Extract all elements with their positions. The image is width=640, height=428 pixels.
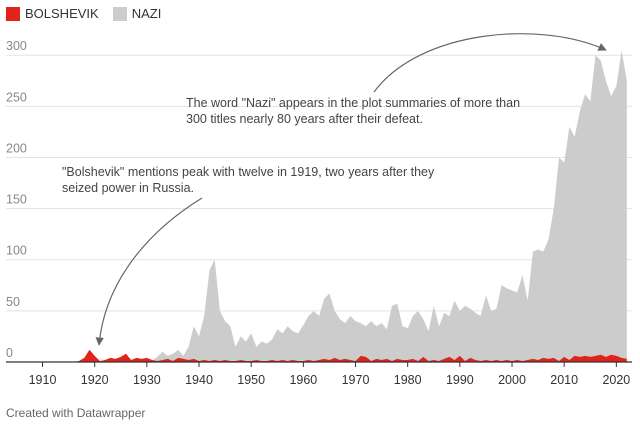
y-tick-label-0: 0 (6, 346, 13, 360)
x-tick-label-1970: 1970 (342, 373, 370, 387)
nazi-annotation-line-2: 300 titles nearly 80 years after their d… (186, 112, 423, 126)
footer-credit: Created with Datawrapper (6, 406, 146, 420)
x-tick-label-1910: 1910 (29, 373, 57, 387)
bolshevik-annotation: "Bolshevik" mentions peak with twelve in… (62, 164, 434, 196)
bolshevik-annotation-line-2: seized power in Russia. (62, 181, 195, 195)
y-tick-label-50: 50 (6, 295, 20, 309)
y-tick-label-300: 300 (6, 39, 27, 53)
legend-swatch-bolshevik (6, 6, 20, 21)
x-tick-label-1960: 1960 (289, 373, 317, 387)
area-series-nazi (6, 50, 627, 362)
x-tick-label-2020: 2020 (602, 373, 630, 387)
nazi-annotation-arrow (373, 33, 607, 93)
bolshevik-annotation-arrow (95, 197, 203, 346)
x-tick-label-1980: 1980 (394, 373, 422, 387)
legend-label-nazi: NAZI (131, 6, 162, 21)
x-tick-label-1940: 1940 (185, 373, 213, 387)
y-tick-label-150: 150 (6, 193, 27, 207)
x-tick-label-1920: 1920 (81, 373, 109, 387)
legend: BOLSHEVIK NAZI (6, 6, 175, 21)
x-tick-label-2010: 2010 (550, 373, 578, 387)
nazi-annotation-line-1: The word "Nazi" appears in the plot summ… (186, 96, 521, 110)
legend-swatch-nazi (112, 6, 127, 21)
x-tick-label-1930: 1930 (133, 373, 161, 387)
y-tick-label-100: 100 (6, 244, 27, 258)
nazi-annotation: The word "Nazi" appears in the plot summ… (186, 95, 520, 127)
legend-item-nazi: NAZI (112, 6, 162, 21)
y-tick-label-200: 200 (6, 141, 27, 155)
area-layer (6, 50, 627, 362)
x-axis: 1910 1920 1930 1940 1950 1960 1970 1980 1990 2000… (6, 361, 632, 387)
y-tick-label-250: 250 (6, 90, 27, 104)
bolshevik-annotation-line-1: "Bolshevik" mentions peak with twelve in… (62, 165, 435, 179)
x-tick-label-2000: 2000 (498, 373, 526, 387)
legend-item-bolshevik: BOLSHEVIK (6, 6, 99, 21)
x-tick-label-1990: 1990 (446, 373, 474, 387)
x-tick-label-1950: 1950 (237, 373, 265, 387)
area-series-bolshevik (6, 349, 627, 362)
legend-label-bolshevik: BOLSHEVIK (25, 6, 99, 21)
annotation-arrows (95, 33, 607, 346)
